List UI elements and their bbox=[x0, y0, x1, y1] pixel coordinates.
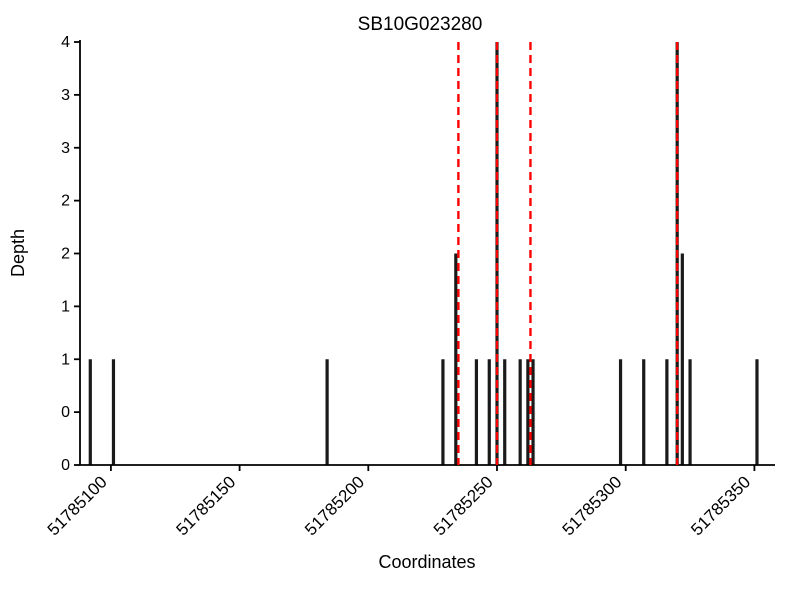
depth-bar bbox=[325, 359, 329, 465]
depth-bar bbox=[688, 359, 692, 465]
y-axis-label: Depth bbox=[8, 229, 28, 277]
x-tick-label: 51785350 bbox=[687, 472, 754, 539]
y-tick-label: 3 bbox=[61, 87, 70, 104]
chart-title: SB10G023280 bbox=[358, 14, 483, 35]
depth-bar bbox=[642, 359, 646, 465]
depth-bar bbox=[487, 359, 491, 465]
depth-bar bbox=[618, 359, 623, 465]
y-tick-label: 1 bbox=[61, 298, 70, 315]
depth-bar bbox=[111, 359, 116, 465]
x-axis-label: Coordinates bbox=[378, 552, 475, 572]
depth-bar bbox=[518, 359, 522, 465]
depth-bar bbox=[474, 359, 479, 465]
depth-bar bbox=[680, 253, 684, 465]
x-tick-label: 51785250 bbox=[430, 472, 497, 539]
depth-bar bbox=[441, 359, 445, 465]
depth-bar bbox=[526, 359, 530, 465]
y-tick-label: 1 bbox=[61, 351, 70, 368]
depth-bar bbox=[88, 359, 92, 465]
x-tick-label: 51785200 bbox=[301, 472, 368, 539]
y-tick-label: 2 bbox=[61, 193, 70, 210]
x-tick-label: 51785100 bbox=[44, 472, 111, 539]
y-tick-label: 3 bbox=[61, 140, 70, 157]
y-tick-label: 0 bbox=[61, 404, 70, 421]
depth-bar bbox=[503, 359, 507, 465]
chart-layer: 51785100 51785150 51785200 51785250 51785300… bbox=[44, 34, 775, 539]
y-tick-label: 2 bbox=[61, 246, 70, 263]
depth-bar bbox=[755, 359, 759, 465]
x-tick-label: 51785150 bbox=[172, 472, 239, 539]
depth-bar bbox=[665, 359, 669, 465]
y-tick-label: 0 bbox=[61, 457, 70, 474]
x-tick-label: 51785300 bbox=[559, 472, 626, 539]
depth-bar bbox=[531, 359, 535, 465]
depth-bar bbox=[454, 253, 458, 465]
y-tick-label: 4 bbox=[61, 34, 70, 51]
